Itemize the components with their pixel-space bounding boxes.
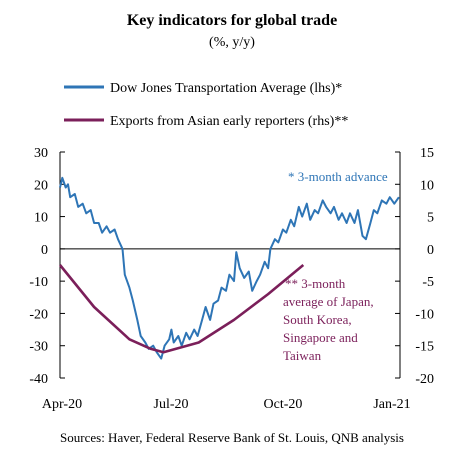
- right-tick-label: 5: [427, 211, 434, 226]
- annotation-purple-line: average of Japan,: [283, 294, 374, 309]
- left-tick-label: -10: [29, 275, 48, 290]
- series-layer: [58, 176, 400, 360]
- left-axis-ticks: 30 20 10 0 -10 -20 -30 -40: [29, 146, 65, 387]
- series-line-asian-exports: [58, 263, 305, 354]
- right-axis-ticks: 15 10 5 0 -5 -10 -15 -20: [395, 146, 434, 387]
- right-tick-label: 10: [420, 178, 434, 193]
- x-tick-label: Jan-21: [373, 397, 410, 412]
- legend-label-dow-jones: Dow Jones Transportation Average (lhs)*: [110, 81, 342, 96]
- annotation-purple: ** 3-month average of Japan, South Korea, S…: [283, 276, 374, 363]
- left-tick-label: -40: [29, 372, 48, 387]
- right-tick-label: -20: [415, 372, 434, 387]
- annotation-purple-line: ** 3-month: [285, 276, 346, 291]
- right-tick-label: 15: [420, 146, 434, 161]
- left-tick-label: 30: [34, 146, 48, 161]
- x-tick-label: Jul-20: [154, 397, 189, 412]
- right-tick-label: 0: [427, 243, 434, 258]
- left-tick-label: -30: [29, 340, 48, 355]
- left-tick-label: 20: [34, 178, 48, 193]
- x-tick-label: Apr-20: [42, 397, 82, 412]
- left-tick-label: 0: [41, 243, 48, 258]
- plot-area: 30 20 10 0 -10 -20 -30 -40 15 10 5 0 -5 -10 -15 -20: [29, 146, 434, 387]
- x-tick-label: Oct-20: [264, 397, 303, 412]
- left-tick-label: 10: [34, 211, 48, 226]
- x-axis-ticks: Apr-20 Jul-20 Oct-20 Jan-21: [42, 397, 411, 412]
- legend-label-asian-exports: Exports from Asian early reporters (rhs)…: [110, 114, 348, 129]
- chart-subtitle: (%, y/y): [209, 35, 255, 50]
- right-tick-label: -10: [415, 307, 434, 322]
- annotation-purple-line: Singapore and: [283, 330, 358, 345]
- right-tick-label: -5: [422, 275, 434, 290]
- left-tick-label: -20: [29, 307, 48, 322]
- annotation-blue-line: * 3-month advance: [288, 169, 388, 184]
- series-line-dow-jones: [59, 176, 400, 360]
- legend: Dow Jones Transportation Average (lhs)* …: [64, 81, 348, 129]
- right-tick-label: -15: [415, 340, 434, 355]
- annotation-purple-line: Taiwan: [283, 348, 322, 363]
- chart-title: Key indicators for global trade: [127, 12, 337, 29]
- chart-source: Sources: Haver, Federal Reserve Bank of …: [60, 430, 404, 445]
- annotation-purple-line: South Korea,: [283, 312, 352, 327]
- annotation-blue: * 3-month advance: [288, 169, 388, 184]
